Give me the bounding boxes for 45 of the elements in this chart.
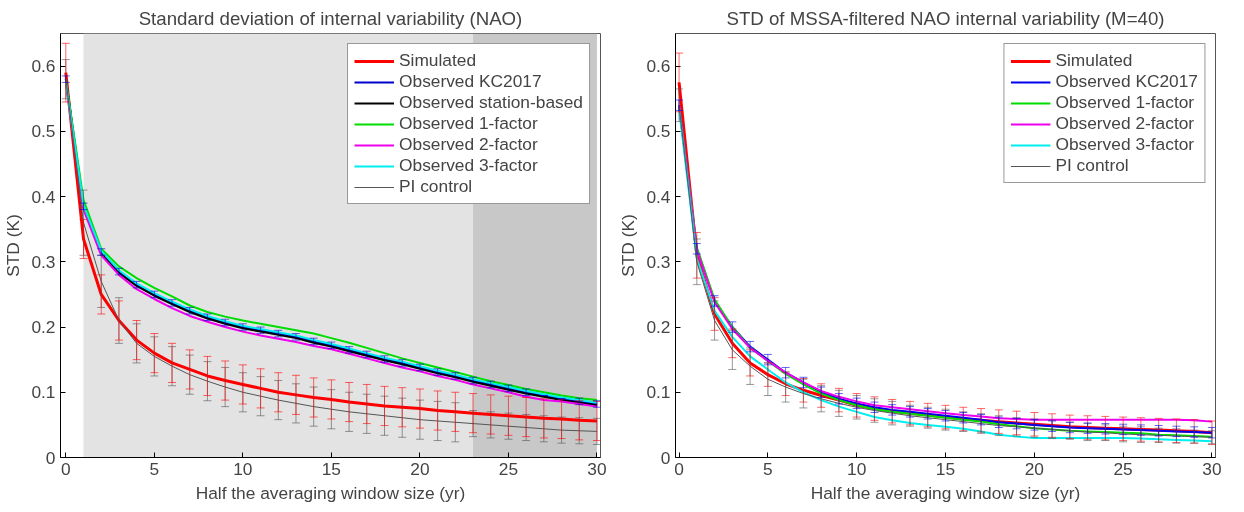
legend-label: Observed KC2017	[399, 71, 542, 92]
x-tick-label: 25	[498, 458, 519, 479]
x-tick-label: 10	[233, 458, 253, 479]
x-tick-label: 10	[847, 458, 867, 479]
legend-label: Observed 3-factor	[399, 155, 538, 176]
y-tick-label: 0.4	[646, 186, 671, 207]
y-axis-title: STD (K)	[3, 214, 24, 277]
y-tick-label: 0.2	[646, 317, 671, 338]
chart-title: Standard deviation of internal variability (NAO)	[138, 7, 523, 29]
x-tick-label: 0	[674, 458, 684, 479]
y-tick-label: 0.3	[31, 251, 56, 272]
legend-label: PI control	[399, 176, 473, 197]
x-tick-label: 0	[60, 458, 71, 479]
x-axis-title: Half the averaging window size (yr)	[810, 482, 1081, 503]
y-tick-label: 0.1	[31, 382, 56, 403]
x-tick-label: 5	[149, 458, 160, 479]
legend-label: Simulated	[1055, 50, 1133, 71]
legend-label: Simulated	[399, 50, 477, 71]
y-tick-label: 0.6	[31, 56, 56, 77]
legend-label: Observed 3-factor	[1055, 134, 1195, 155]
y-tick-label: 0.1	[646, 382, 671, 403]
x-tick-label: 30	[1202, 458, 1222, 479]
legend-label: Observed 2-factor	[1055, 113, 1195, 134]
x-tick-label: 15	[321, 458, 342, 479]
legend-label: Observed 1-factor	[1055, 92, 1195, 113]
legend-label: Observed 1-factor	[399, 113, 538, 134]
x-tick-label: 20	[410, 458, 430, 479]
y-tick-label: 0.5	[31, 121, 56, 142]
legend-label: PI control	[1055, 155, 1129, 176]
legend-label: Observed station-based	[399, 92, 583, 113]
y-tick-label: 0.6	[646, 56, 671, 77]
legend-label: Observed 2-factor	[399, 134, 538, 155]
y-axis-title: STD (K)	[618, 214, 639, 277]
y-tick-label: 0.5	[646, 121, 671, 142]
x-tick-label: 15	[935, 458, 956, 479]
x-tick-label: 30	[587, 458, 607, 479]
x-tick-label: 20	[1024, 458, 1044, 479]
x-tick-label: 25	[1113, 458, 1133, 479]
legend-label: Observed KC2017	[1055, 71, 1198, 92]
x-tick-label: 5	[763, 458, 773, 479]
y-tick-label: 0.2	[31, 317, 56, 338]
y-tick-label: 0.4	[31, 186, 56, 207]
chart-title: STD of MSSA-filtered NAO internal variability (M=40)	[726, 7, 1165, 29]
x-axis-title: Half the averaging window size (yr)	[195, 482, 466, 503]
y-tick-label: 0.3	[646, 251, 671, 272]
